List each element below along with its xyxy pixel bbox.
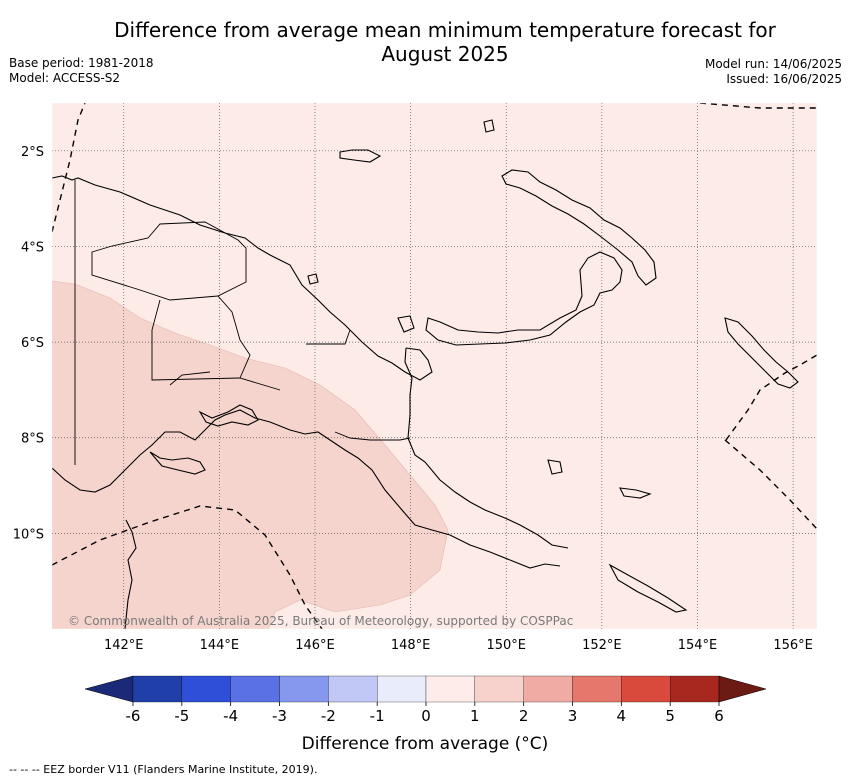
colorbar-tick-label: -3 [272,707,287,725]
colorbar-segment [377,675,427,703]
colorbar-segment [523,675,573,703]
lat-tick-label: 6°S [21,336,44,351]
issued-date: Issued: 16/06/2025 [726,72,842,86]
copyright-notice: © Commonwealth of Australia 2025, Bureau… [68,614,573,628]
colorbar-segment [132,675,182,703]
colorbar-tick-label: 4 [617,707,627,725]
lon-tick-label: 154°E [678,638,718,653]
eez-legend-note: -- -- -- EEZ border V11 (Flanders Marine… [9,763,318,776]
colorbar-segment [474,675,524,703]
lon-tick-label: 152°E [582,638,622,653]
colorbar-tick-label: 6 [714,707,724,725]
colorbar-segment [230,675,280,703]
colorbar-label: Difference from average (°C) [302,734,549,754]
lon-tick-label: 144°E [200,638,240,653]
colorbar-segment [572,675,622,703]
colorbar-extend-high [718,675,767,703]
model-name: Model: ACCESS-S2 [9,71,121,85]
longitude-axis: 142°E 144°E 146°E 148°E 150°E 152°E 154°E 156°E [104,638,813,653]
lat-tick-label: 4°S [21,240,44,255]
warmer-anomaly-region [52,280,449,629]
colorbar-segment [670,675,720,703]
model-run: Model run: 14/06/2025 [704,57,842,71]
graticule [52,103,817,629]
lon-tick-label: 146°E [295,638,335,653]
colorbar-tick-label: -2 [321,707,336,725]
colorbar-extend-low [84,675,134,703]
title-line-1: Difference from average mean minimum tem… [114,18,776,42]
lat-tick-label: 10°S [13,527,44,542]
colorbar-tick-label: 1 [470,707,480,725]
colorbar-tick-label: -5 [174,707,189,725]
lon-tick-label: 142°E [104,638,144,653]
colorbar-tick-label: 5 [665,707,675,725]
colorbar-segment [425,675,475,703]
colorbar-tick-label: 3 [568,707,578,725]
map-frame [51,102,818,630]
chart-title: Difference from average mean minimum tem… [80,18,810,66]
meta-left: Base period: 1981-2018 Model: ACCESS-S2 [9,56,154,86]
eez-borders [52,103,817,629]
colorbar-segment [181,675,231,703]
colorbar: -6 -5 -4 -3 -2 -1 0 1 2 3 4 5 6 [84,675,767,725]
colorbar-tick-label: 2 [519,707,529,725]
latitude-axis: 2°S 4°S 6°S 8°S 10°S [13,145,44,543]
coastline [52,119,799,629]
title-line-2: August 2025 [381,42,509,66]
lon-tick-label: 150°E [486,638,526,653]
colorbar-tick-label: -4 [223,707,238,725]
colorbar-tick-label: -1 [370,707,385,725]
colorbar-segment [279,675,329,703]
colorbar-tick-label: -6 [126,707,141,725]
lon-tick-label: 148°E [391,638,431,653]
lat-tick-label: 2°S [21,145,44,160]
lat-tick-label: 8°S [21,432,44,447]
base-period: Base period: 1981-2018 [9,56,154,70]
colorbar-segment [621,675,671,703]
colorbar-tick-label: 0 [421,707,431,725]
province-borders [74,180,411,465]
meta-right: Model run: 14/06/2025 Issued: 16/06/2025 [705,57,842,87]
lon-tick-label: 156°E [773,638,813,653]
colorbar-segment [328,675,378,703]
